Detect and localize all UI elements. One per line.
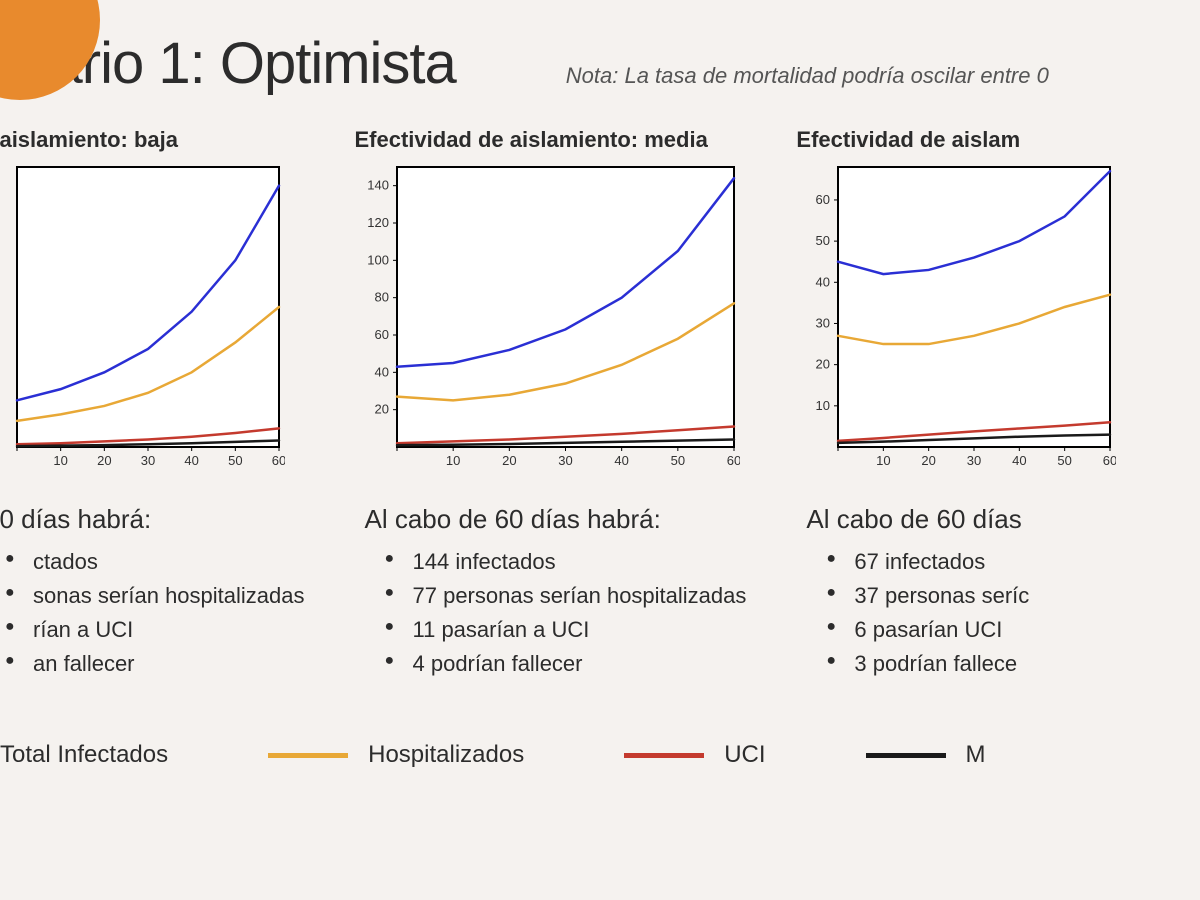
legend-swatch <box>866 753 946 758</box>
svg-text:40: 40 <box>184 453 198 468</box>
svg-text:20: 20 <box>97 453 111 468</box>
bullet-list: ctadossonas serían hospitalizadasrían a … <box>5 545 305 681</box>
page-root: cenario 1: Optimista Nota: La tasa de mo… <box>0 0 1200 769</box>
svg-text:20: 20 <box>816 357 830 372</box>
legend-label: Hospitalizados <box>368 741 524 769</box>
chart-wrap: 10 20 30 40 50 60 <box>0 161 305 476</box>
bullet-item: 3 podrían fallece <box>826 647 1116 681</box>
svg-text:120: 120 <box>367 215 389 230</box>
svg-text:20: 20 <box>502 453 516 468</box>
chart-wrap: 10 20 30 40 50 60 10 20 30 40 50 60 <box>796 161 1116 476</box>
svg-text:10: 10 <box>876 453 890 468</box>
svg-text:60: 60 <box>1103 453 1116 468</box>
legend-swatch <box>268 753 348 758</box>
svg-text:80: 80 <box>374 290 388 305</box>
header: cenario 1: Optimista Nota: La tasa de mo… <box>0 30 1200 97</box>
legend-swatch <box>624 753 704 758</box>
chart-wrap: 20 40 60 80 100 120 140 10 20 30 40 50 60 <box>355 161 747 476</box>
legend-label: Total Infectados <box>0 741 168 769</box>
svg-text:50: 50 <box>816 233 830 248</box>
bullet-item: 37 personas seríc <box>826 579 1116 613</box>
svg-text:10: 10 <box>53 453 67 468</box>
svg-text:30: 30 <box>558 453 572 468</box>
bullet-item: 77 personas serían hospitalizadas <box>385 579 747 613</box>
bullet-item: an fallecer <box>5 647 305 681</box>
bullet-item: ctados <box>5 545 305 579</box>
panel-title: Efectividad de aislamiento: media <box>355 127 747 153</box>
bullet-list: 144 infectados77 personas serían hospita… <box>385 545 747 681</box>
line-chart: 20 40 60 80 100 120 140 10 20 30 40 50 60 <box>355 161 740 471</box>
svg-text:60: 60 <box>374 327 388 342</box>
legend-item-infectados: Total Infectados <box>0 741 168 769</box>
svg-text:50: 50 <box>670 453 684 468</box>
svg-text:40: 40 <box>816 274 830 289</box>
svg-text:10: 10 <box>816 398 830 413</box>
line-chart: 10 20 30 40 50 60 10 20 30 40 50 60 <box>796 161 1116 471</box>
bullet-item: 6 pasarían UCI <box>826 613 1116 647</box>
svg-text:10: 10 <box>445 453 459 468</box>
svg-text:60: 60 <box>726 453 739 468</box>
svg-text:40: 40 <box>1012 453 1026 468</box>
legend-item-hospitalizados: Hospitalizados <box>268 741 524 769</box>
bullet-item: rían a UCI <box>5 613 305 647</box>
line-chart: 10 20 30 40 50 60 <box>0 161 285 471</box>
svg-text:140: 140 <box>367 178 389 193</box>
svg-text:40: 40 <box>614 453 628 468</box>
svg-text:20: 20 <box>374 402 388 417</box>
bullet-item: 11 pasarían a UCI <box>385 613 747 647</box>
svg-text:20: 20 <box>922 453 936 468</box>
svg-text:30: 30 <box>141 453 155 468</box>
legend-item-muertes: M <box>866 741 986 769</box>
svg-text:50: 50 <box>1058 453 1072 468</box>
svg-text:30: 30 <box>967 453 981 468</box>
svg-text:50: 50 <box>228 453 242 468</box>
bullet-item: 4 podrían fallecer <box>385 647 747 681</box>
legend: Total Infectados Hospitalizados UCI M <box>0 741 1200 769</box>
header-note: Nota: La tasa de mortalidad podría oscil… <box>566 63 1049 89</box>
legend-label: UCI <box>724 741 765 769</box>
svg-text:60: 60 <box>816 192 830 207</box>
svg-text:60: 60 <box>272 453 285 468</box>
panels-row: le aislamiento: baja 10 20 30 40 50 60 60 días… <box>0 127 1200 681</box>
bullet-list: 67 infectados37 personas seríc6 pasarían… <box>826 545 1116 681</box>
legend-item-uci: UCI <box>624 741 765 769</box>
panel-2: Efectividad de aislam 10 20 30 40 50 60 10 20 30 4… <box>796 127 1116 681</box>
panel-0: le aislamiento: baja 10 20 30 40 50 60 60 días… <box>0 127 305 681</box>
bullet-item: sonas serían hospitalizadas <box>5 579 305 613</box>
svg-text:40: 40 <box>374 364 388 379</box>
after-title: 60 días habrá: <box>0 504 305 535</box>
panel-title: Efectividad de aislam <box>796 127 1116 153</box>
panel-title: le aislamiento: baja <box>0 127 305 153</box>
panel-1: Efectividad de aislamiento: media 20 40 60 8… <box>355 127 747 681</box>
bullet-item: 144 infectados <box>385 545 747 579</box>
bullet-item: 67 infectados <box>826 545 1116 579</box>
after-title: Al cabo de 60 días habrá: <box>365 504 747 535</box>
after-title: Al cabo de 60 días <box>806 504 1116 535</box>
svg-text:30: 30 <box>816 315 830 330</box>
svg-text:100: 100 <box>367 252 389 267</box>
legend-label: M <box>966 741 986 769</box>
